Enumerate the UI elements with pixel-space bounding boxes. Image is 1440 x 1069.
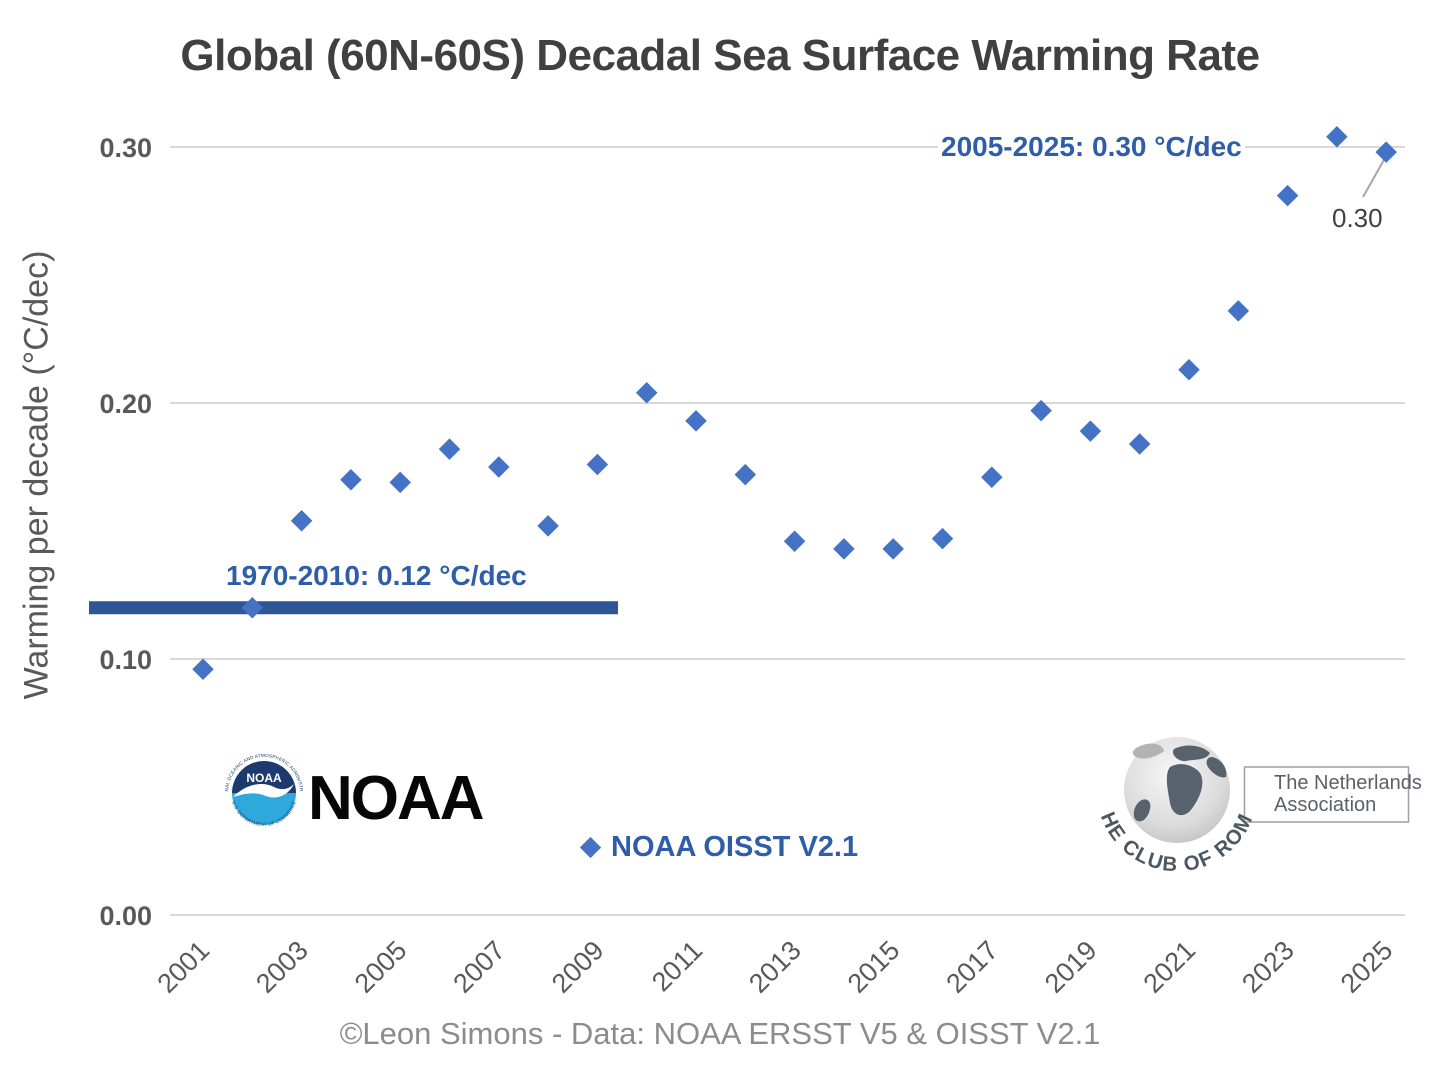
data-label-leader-line xyxy=(1362,157,1386,198)
x-tick-label-2001: 2001 xyxy=(152,935,216,999)
globe-continent-africa xyxy=(1166,764,1203,816)
noaa-emblem-sea xyxy=(232,793,296,825)
x-tick-label-2025: 2025 xyxy=(1335,935,1399,999)
data-point-2008 xyxy=(537,515,559,537)
x-tick-label-2009: 2009 xyxy=(546,935,610,999)
netherlands-association-box xyxy=(1243,766,1410,823)
x-tick-label-2011: 2011 xyxy=(646,935,708,997)
noaa-emblem-text: NOAA xyxy=(246,771,282,785)
globe-continent-europe xyxy=(1172,745,1210,762)
data-point-2002 xyxy=(241,597,264,619)
data-point-2024 xyxy=(1326,126,1348,148)
netherlands-association-line1: The Netherlands xyxy=(1274,772,1422,794)
data-point-2023 xyxy=(1276,184,1299,207)
data-point-2001 xyxy=(192,658,214,680)
y-tick-label-0.30: 0.30 xyxy=(99,133,152,163)
data-point-2004 xyxy=(340,469,362,491)
data-point-2016 xyxy=(931,527,954,550)
data-point-2009 xyxy=(586,453,609,476)
x-tick-label-2017: 2017 xyxy=(940,935,1004,999)
x-tick-label-2023: 2023 xyxy=(1236,935,1300,999)
y-tick-label-0.10: 0.10 xyxy=(99,645,152,675)
noaa-logo: NOAA NATIONAL OCEANIC AND ATMOSPHERIC AD… xyxy=(222,750,486,835)
annotation-2005-2025-rate: 2005-2025: 0.30 °C/dec xyxy=(938,131,1245,163)
data-point-2017 xyxy=(981,466,1003,488)
legend: NOAA OISST V2.1 xyxy=(579,831,859,864)
data-point-2020 xyxy=(1128,433,1151,455)
legend-marker-icon xyxy=(579,836,602,859)
x-tick-label-2003: 2003 xyxy=(250,935,314,999)
x-tick-label-2005: 2005 xyxy=(349,935,413,999)
data-point-2019 xyxy=(1079,420,1102,442)
globe-continent-asia xyxy=(1206,757,1227,778)
data-point-2003 xyxy=(290,510,313,532)
data-point-2011 xyxy=(685,410,707,432)
y-tick-label-0.20: 0.20 xyxy=(99,389,152,419)
data-point-2012 xyxy=(734,463,757,486)
data-point-2006 xyxy=(438,438,461,460)
data-label-2025: 0.30 xyxy=(1332,203,1383,233)
club-of-rome-logo: The Netherlands Association THE CLUB OF … xyxy=(1078,727,1422,877)
x-tick-label-2013: 2013 xyxy=(743,935,807,999)
data-point-2021 xyxy=(1178,358,1200,381)
noaa-emblem-sky xyxy=(232,761,296,793)
x-tick-label-2007: 2007 xyxy=(447,935,511,999)
y-tick-label-0.00: 0.00 xyxy=(99,901,152,931)
noaa-wordmark: NOAA xyxy=(308,764,484,833)
annotation-1970-2010-rate: 1970-2010: 0.12 °C/dec xyxy=(226,560,527,591)
x-tick-label-2015: 2015 xyxy=(842,935,906,999)
data-point-2022 xyxy=(1227,300,1250,322)
legend-label: NOAA OISST V2.1 xyxy=(611,831,859,863)
data-point-2015 xyxy=(882,538,904,560)
chart-title: Global (60N-60S) Decadal Sea Surface War… xyxy=(180,31,1260,80)
data-point-2014 xyxy=(833,538,855,560)
netherlands-association-line2: Association xyxy=(1274,794,1376,816)
noaa-gull-icon xyxy=(233,784,294,798)
data-point-2010 xyxy=(635,382,658,404)
data-point-2025 xyxy=(1375,141,1397,163)
data-point-2013 xyxy=(783,530,806,552)
data-point-2007 xyxy=(488,456,510,478)
x-tick-label-2021: 2021 xyxy=(1138,935,1202,999)
data-point-2005 xyxy=(389,471,411,494)
globe-continent-north xyxy=(1132,743,1164,759)
attribution-footer: ©Leon Simons - Data: NOAA ERSST V5 & OIS… xyxy=(339,1016,1101,1051)
globe-continent-south-america xyxy=(1133,799,1151,822)
x-tick-label-2019: 2019 xyxy=(1039,935,1103,999)
